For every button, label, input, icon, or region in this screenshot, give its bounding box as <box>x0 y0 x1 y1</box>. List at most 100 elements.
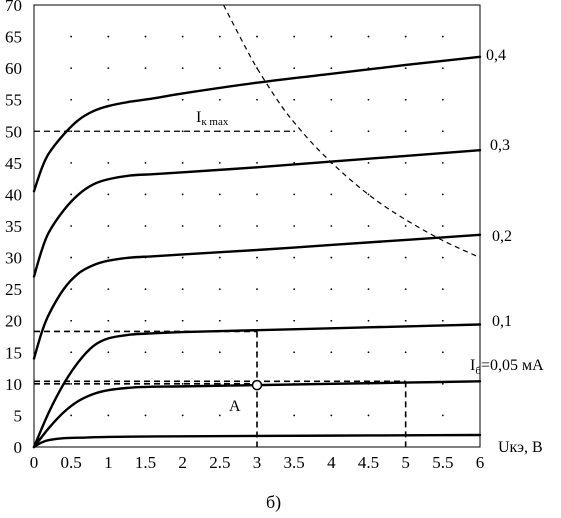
grid-dot <box>256 256 258 259</box>
grid-dot <box>293 225 296 227</box>
grid-dot <box>441 161 444 164</box>
grid-dot <box>218 98 221 101</box>
y-tick-label: 70 <box>5 0 22 15</box>
grid-dot <box>441 130 444 133</box>
grid-dot <box>181 35 184 38</box>
grid-dot <box>367 193 370 196</box>
x-tick-label: 6 <box>476 453 485 472</box>
grid-dot <box>107 35 110 38</box>
grid-dot <box>367 351 370 354</box>
grid-dot <box>70 382 73 385</box>
grid-dot <box>441 98 444 101</box>
grid-dot <box>70 193 73 196</box>
grid-dot <box>70 98 73 101</box>
grid-dot <box>218 35 221 38</box>
grid-dot <box>107 193 110 196</box>
grid-dot <box>404 161 407 164</box>
y-tick-label: 50 <box>5 122 22 141</box>
series-line <box>32 433 482 449</box>
grid-dot <box>256 288 258 291</box>
grid-dot <box>144 193 147 196</box>
grid-dot <box>107 67 110 70</box>
series-label: 0,4 <box>486 47 506 64</box>
grid-dot <box>181 414 184 417</box>
grid-dot <box>404 98 407 101</box>
grid-dot <box>70 225 73 227</box>
grid-dot <box>441 193 444 196</box>
x-tick-label: 1 <box>104 453 113 472</box>
series-label: 0,1 <box>492 313 512 330</box>
series-label: Iб=0,05 мА <box>470 357 544 377</box>
grid-dot <box>181 288 184 291</box>
grid-dot <box>218 351 221 354</box>
grid-dot <box>107 414 110 417</box>
y-tick-label: 40 <box>5 185 22 204</box>
grid-dot <box>404 256 407 259</box>
y-tick-label: 60 <box>5 59 22 78</box>
grid-dot <box>70 35 73 38</box>
grid-dot <box>330 193 333 196</box>
grid-dot <box>218 225 221 227</box>
grid-dot <box>218 319 221 322</box>
grid-dot <box>367 414 370 417</box>
x-tick-label: 3 <box>253 453 262 472</box>
grid-dot <box>404 193 407 196</box>
x-tick-label: 2.5 <box>209 453 230 472</box>
curves <box>32 55 482 449</box>
grid-dot <box>441 288 444 291</box>
grid-dot <box>107 288 110 291</box>
grid-dot <box>70 67 73 70</box>
grid-dot <box>218 414 221 417</box>
grid-dot <box>70 351 73 354</box>
grid-dot <box>256 319 258 322</box>
grid-dot <box>218 67 221 70</box>
grid-dot <box>441 351 444 354</box>
y-tick-label: 15 <box>5 343 22 362</box>
grid-dot <box>293 98 296 101</box>
series-line <box>32 323 482 449</box>
grid-dot <box>293 193 296 196</box>
series-label: 0,2 <box>492 228 512 245</box>
x-tick-label: 5 <box>401 453 410 472</box>
grid-dot <box>107 225 110 227</box>
y-tick-label: 10 <box>5 375 22 394</box>
series-line <box>32 55 482 193</box>
grid-dot <box>144 319 147 322</box>
grid-dot <box>181 351 184 354</box>
x-tick-label: 0.5 <box>61 453 82 472</box>
grid-dot <box>330 98 333 101</box>
y-tick-label: 55 <box>5 91 22 110</box>
curve-labels: Iб=0,05 мА 0,1 0,2 0,3 0,4 <box>470 47 544 377</box>
p-max-hyperbola <box>223 4 481 259</box>
grid-dots <box>70 35 444 417</box>
y-tick-labels: 0 5 10 15 20 25 30 35 40 45 50 55 60 65 70 <box>5 0 22 457</box>
x-tick-label: 4.5 <box>358 453 379 472</box>
operating-point-marker <box>251 379 263 391</box>
x-tick-label: 3.5 <box>284 453 305 472</box>
grid-dot <box>256 35 258 38</box>
grid-dot <box>256 98 258 101</box>
y-tick-label: 0 <box>14 438 23 457</box>
grid-dot <box>256 161 258 164</box>
grid-dot <box>181 98 184 101</box>
grid-dot <box>367 161 370 164</box>
operating-point-label: A <box>229 398 241 415</box>
x-tick-label: 1.5 <box>135 453 156 472</box>
grid-dot <box>256 225 258 227</box>
y-tick-label: 25 <box>5 280 22 299</box>
grid-dot <box>330 288 333 291</box>
grid-dot <box>293 319 296 322</box>
series-line <box>32 233 482 360</box>
grid-dot <box>441 319 444 322</box>
grid-dot <box>367 225 370 227</box>
grid-dot <box>218 288 221 291</box>
grid-dot <box>70 288 73 291</box>
grid-dot <box>181 225 184 227</box>
y-tick-label: 5 <box>14 406 23 425</box>
grid-dot <box>404 130 407 133</box>
x-tick-labels: 0 0.5 1 1.5 2 2.5 3 3.5 4 4.5 5 5.5 6 <box>30 453 485 472</box>
grid-dot <box>404 288 407 291</box>
grid-dot <box>404 225 407 227</box>
grid-dot <box>107 351 110 354</box>
